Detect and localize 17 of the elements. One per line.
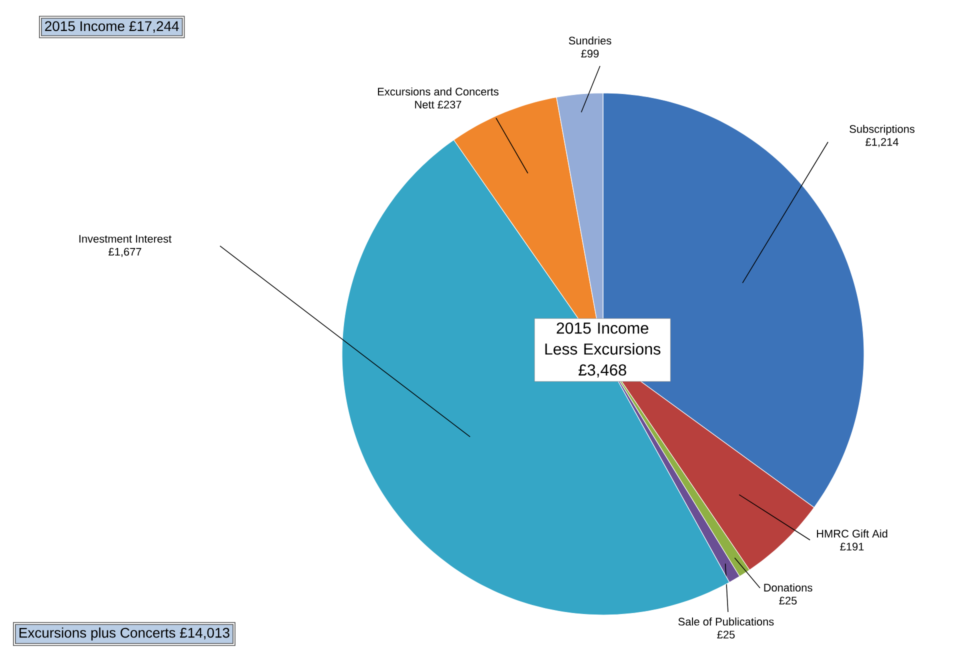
data-label: £191 — [840, 542, 864, 550]
slice-label: Subscriptions — [850, 124, 914, 136]
data-label: £25 — [717, 630, 735, 638]
data-label: Nett £237 — [415, 100, 462, 108]
data-label: £1,214 — [866, 138, 898, 148]
slice-label: Donations — [764, 584, 812, 592]
slice-label: Investment Interest — [79, 235, 172, 243]
chart-title: 2015 Income £17,244 — [45, 21, 179, 33]
slice-label: HMRC Gift Aid — [816, 530, 888, 538]
data-label: £1,677 — [108, 248, 142, 257]
data-label: £25 — [779, 596, 797, 604]
text: Excursions plus Concerts £14,013 — [20, 627, 230, 640]
text: 2015 Income Less Excursions £3,468 — [545, 322, 660, 378]
slice-label: Excursions and Concerts — [378, 87, 498, 96]
data-label: £99 — [581, 50, 599, 58]
slice-label: Sundries — [568, 36, 612, 45]
slice-label: Sale of Publications — [678, 618, 774, 626]
